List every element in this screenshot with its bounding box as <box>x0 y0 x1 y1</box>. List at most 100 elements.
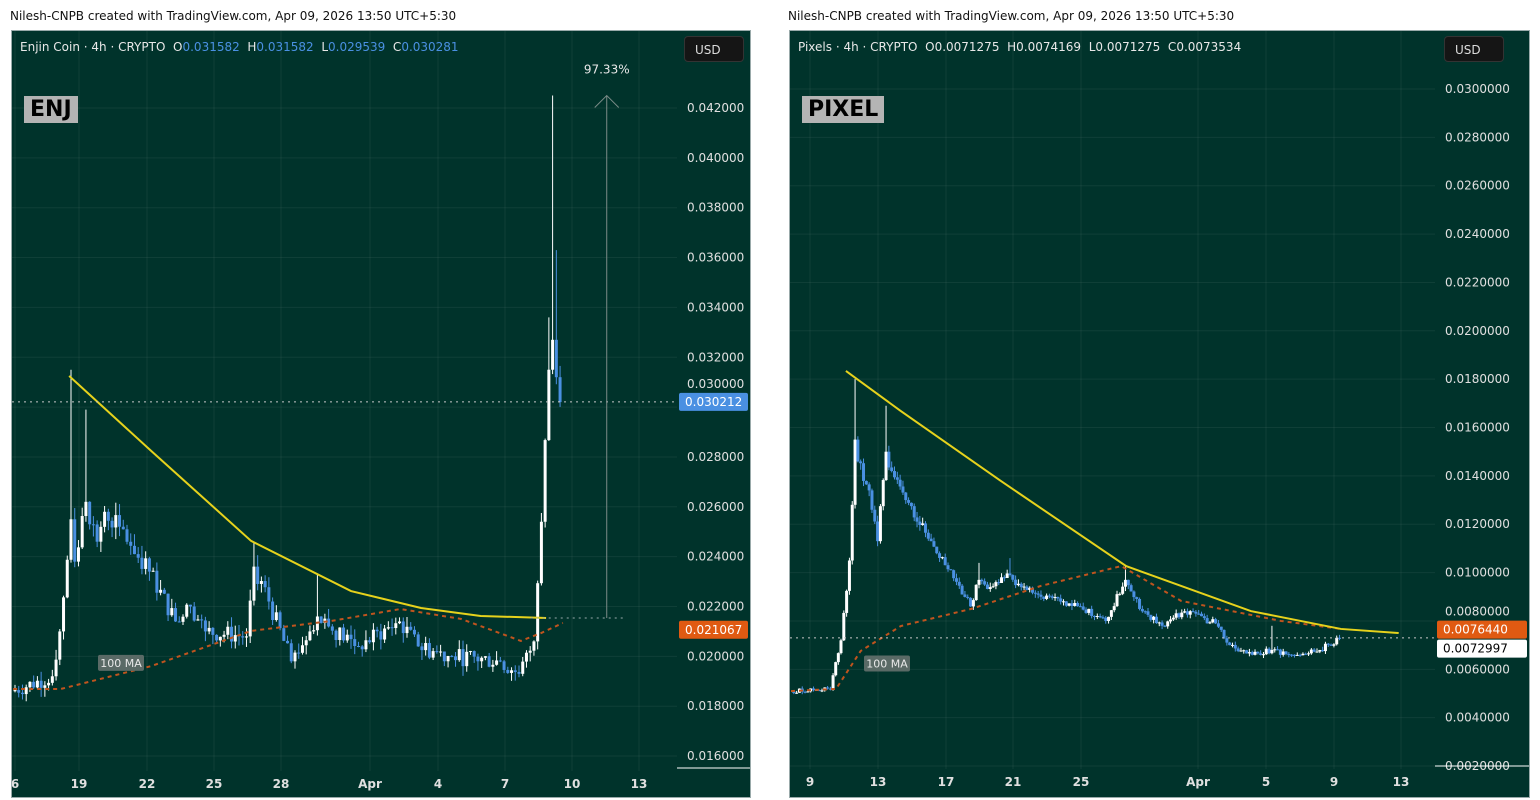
symbol-name: Pixels <box>798 40 833 54</box>
candle-body <box>20 692 24 695</box>
candle-body <box>1267 648 1271 654</box>
candle-body <box>1118 593 1122 595</box>
pixel-chart-panel[interactable]: 100 MA 0.0300000 0.0280000 0.0260000 0.02400… <box>789 30 1530 798</box>
candle-body <box>957 581 961 586</box>
ma-label: 100 MA <box>866 657 908 670</box>
candle-body <box>1107 616 1111 621</box>
candle-body <box>543 440 547 522</box>
candle-body <box>289 643 293 662</box>
candle-body <box>62 597 66 632</box>
candle-body <box>1129 585 1133 592</box>
open-label: O <box>925 40 935 54</box>
high-label: H <box>1007 40 1017 54</box>
exchange: CRYPTO <box>118 40 166 54</box>
candle-body <box>1095 616 1099 618</box>
plot-area[interactable] <box>13 95 564 702</box>
candle-body <box>856 439 860 462</box>
candle-body <box>424 643 428 651</box>
candle-body <box>192 606 196 621</box>
candle-body <box>338 627 342 641</box>
candle-body <box>887 451 891 468</box>
currency-button[interactable]: USD <box>684 36 744 62</box>
candle-body <box>342 627 346 641</box>
ma-label: 100 MA <box>100 657 142 670</box>
low-value: 0.0071275 <box>1095 40 1161 54</box>
candle-body <box>1298 654 1302 656</box>
candle-body <box>842 612 846 641</box>
candle-body <box>510 670 514 673</box>
candle-body <box>831 675 835 689</box>
candle-body <box>954 578 958 582</box>
high-value: 0.0074169 <box>1016 40 1082 54</box>
candle-body <box>839 640 843 654</box>
ma100-line[interactable] <box>790 565 1342 693</box>
candle-body <box>554 339 558 378</box>
candle-body <box>271 601 275 621</box>
candle-body <box>308 631 312 641</box>
open-value: 0.0071275 <box>934 40 1000 54</box>
candle-body <box>1135 597 1139 599</box>
candle-body <box>1261 654 1265 656</box>
candle-body <box>24 687 28 695</box>
candle-body <box>1078 606 1082 608</box>
trendline[interactable] <box>845 370 1399 635</box>
candle-body <box>84 501 88 517</box>
candle-body <box>890 467 894 472</box>
candle-body <box>65 559 69 598</box>
candle-body <box>826 687 830 689</box>
candle-body <box>845 590 849 613</box>
candle-body <box>1335 637 1339 645</box>
x-tick-label: 9 <box>806 775 814 789</box>
candle-body <box>248 600 252 637</box>
candle-body <box>43 685 47 688</box>
plot-area[interactable] <box>790 370 1399 695</box>
candle-body <box>517 671 521 674</box>
currency-button[interactable]: USD <box>1444 36 1504 62</box>
candle-body <box>398 621 402 624</box>
candle-body <box>312 630 316 632</box>
low-label: L <box>1088 40 1096 54</box>
candle-body <box>211 627 215 635</box>
candle-body <box>446 655 450 662</box>
candle-body <box>110 520 114 528</box>
enj-chart-canvas[interactable]: 100 MA 97.33% 0.042000 0.040000 0.038000 0.03… <box>12 31 751 798</box>
candle-body <box>881 480 885 507</box>
candle-body <box>806 691 810 693</box>
pixel-chart-canvas[interactable]: 100 MA 0.0300000 0.0280000 0.0260000 0.02400… <box>790 31 1530 798</box>
last-price-tag <box>679 392 748 411</box>
candle-body <box>114 515 118 528</box>
x-tick-label: Apr <box>1186 775 1210 789</box>
candle-body <box>483 656 487 658</box>
candle-body <box>88 501 92 525</box>
candle-body <box>876 521 880 542</box>
candle-body <box>1050 596 1054 598</box>
candle-body <box>170 608 174 616</box>
ma-label-box <box>864 655 910 672</box>
candle-body <box>495 660 499 665</box>
candle-body <box>1205 618 1209 624</box>
candle-body <box>1278 649 1282 655</box>
candle-body <box>35 680 39 688</box>
candle-body <box>465 651 469 667</box>
candle-body <box>853 439 857 505</box>
trendline[interactable] <box>68 375 547 619</box>
candle-body <box>1253 651 1257 655</box>
candle-body <box>159 589 163 593</box>
y-tick-label: 0.0200000 <box>1445 324 1510 338</box>
candle-body <box>401 621 405 634</box>
candle-body <box>1309 649 1313 654</box>
x-tick-label: Apr <box>358 777 382 791</box>
candle-body <box>971 600 975 607</box>
candle-body <box>1312 649 1316 652</box>
candle-body <box>1247 652 1251 654</box>
credit-right: Nilesh-CNPB created with TradingView.com… <box>788 9 1235 23</box>
candle-body <box>1180 612 1184 618</box>
close-value: 0.0073534 <box>1176 40 1242 54</box>
candle-body <box>132 545 136 555</box>
enj-chart-panel[interactable]: 100 MA 97.33% 0.042000 0.040000 0.038000 0.03… <box>11 30 751 798</box>
y-tick-label: 0.0260000 <box>1445 179 1510 193</box>
candle-body <box>431 651 435 658</box>
ma100-line[interactable] <box>13 607 564 691</box>
candle-body <box>435 651 439 653</box>
candle-body <box>368 640 372 643</box>
